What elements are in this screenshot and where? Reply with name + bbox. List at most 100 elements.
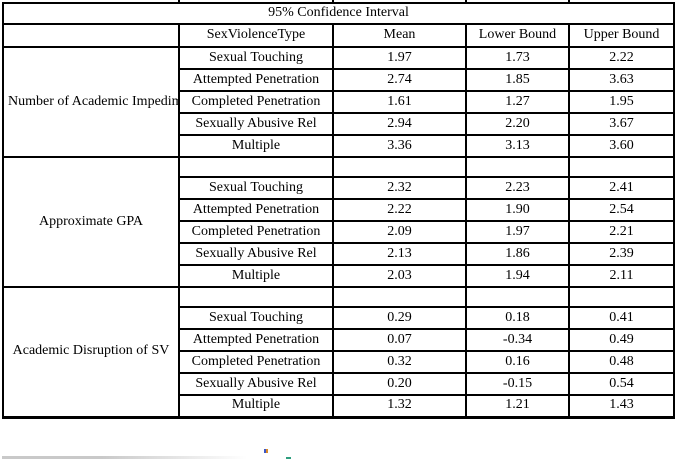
type-cell: Sexually Abusive Rel xyxy=(178,112,334,136)
cropped-artifact-speck xyxy=(286,457,291,459)
upper-bound-cell: 3.67 xyxy=(567,112,675,136)
mean-cell: 1.61 xyxy=(332,90,467,114)
blank-cell xyxy=(178,286,334,308)
mean-cell: 2.94 xyxy=(332,112,467,136)
upper-bound-cell: 2.39 xyxy=(567,242,675,266)
table-row: Completed Penetration 0.32 0.16 0.48 xyxy=(3,350,675,374)
cropped-border-tick xyxy=(568,0,570,3)
lower-bound-cell: 2.23 xyxy=(465,176,570,200)
mean-cell: 2.74 xyxy=(332,68,467,92)
cropped-gray-element xyxy=(2,456,252,459)
blank-cell xyxy=(465,156,570,178)
upper-bound-cell: 2.21 xyxy=(567,220,675,244)
type-cell: Completed Penetration xyxy=(178,220,334,244)
upper-bound-cell: 1.95 xyxy=(567,90,675,114)
table-row: Multiple 2.03 1.94 2.11 xyxy=(3,264,675,288)
lower-bound-cell: -0.15 xyxy=(465,372,570,396)
table-row: Sexually Abusive Rel 0.20 -0.15 0.54 xyxy=(3,372,675,396)
blank-cell xyxy=(332,286,467,308)
blank-cell xyxy=(567,156,675,178)
lower-bound-cell: 1.73 xyxy=(465,46,570,70)
upper-bound-cell: 3.63 xyxy=(567,68,675,92)
column-header-type: SexViolenceType xyxy=(178,23,334,48)
type-cell: Sexual Touching xyxy=(178,176,334,200)
lower-bound-cell: 1.85 xyxy=(465,68,570,92)
confidence-interval-table: 95% Confidence Interval SexViolenceType … xyxy=(1,2,675,419)
cropped-artifact-speck xyxy=(264,449,268,453)
mean-cell: 0.20 xyxy=(332,372,467,396)
blank-cell xyxy=(332,156,467,178)
upper-bound-cell: 0.49 xyxy=(567,328,675,352)
cropped-border-tick xyxy=(465,0,467,3)
type-cell: Completed Penetration xyxy=(178,350,334,374)
corner-cell xyxy=(2,23,180,48)
upper-bound-cell: 0.48 xyxy=(567,350,675,374)
table-row: Sexual Touching 0.29 0.18 0.41 xyxy=(3,306,675,330)
lower-bound-cell: -0.34 xyxy=(465,328,570,352)
blank-cell xyxy=(567,286,675,308)
type-cell: Attempted Penetration xyxy=(178,328,334,352)
mean-cell: 2.09 xyxy=(332,220,467,244)
column-header-upper-bound: Upper Bound xyxy=(567,23,675,48)
table-row: Number of Academic Impediments Sexual To… xyxy=(2,46,675,158)
type-cell: Multiple xyxy=(178,264,334,288)
ci-header: 95% Confidence Interval xyxy=(1,2,675,25)
upper-bound-cell: 2.54 xyxy=(567,198,675,222)
lower-bound-cell: 1.86 xyxy=(465,242,570,266)
table-row: Completed Penetration 1.61 1.27 1.95 xyxy=(3,90,675,114)
blank-cell xyxy=(178,156,334,178)
mean-cell: 2.32 xyxy=(332,176,467,200)
cropped-border-tick xyxy=(178,0,180,3)
table-row: Attempted Penetration 2.74 1.85 3.63 xyxy=(3,68,675,92)
lower-bound-cell: 3.13 xyxy=(465,134,570,158)
mean-cell: 0.32 xyxy=(332,350,467,374)
type-cell: Multiple xyxy=(178,394,334,418)
mean-cell: 1.97 xyxy=(332,46,467,70)
table-row: Attempted Penetration 2.22 1.90 2.54 xyxy=(3,198,675,222)
lower-bound-cell: 1.27 xyxy=(465,90,570,114)
table-row: Multiple 1.32 1.21 1.43 xyxy=(3,394,675,418)
row-group-label: Approximate GPA xyxy=(2,156,180,288)
type-cell: Completed Penetration xyxy=(178,90,334,114)
mean-cell: 0.07 xyxy=(332,328,467,352)
mean-cell: 2.03 xyxy=(332,264,467,288)
lower-bound-cell: 0.18 xyxy=(465,306,570,330)
table-row: Sexually Abusive Rel 2.13 1.86 2.39 xyxy=(3,242,675,266)
mean-cell: 1.32 xyxy=(332,394,467,418)
table-row: Sexually Abusive Rel 2.94 2.20 3.67 xyxy=(3,112,675,136)
row-group-label: Number of Academic Impediments xyxy=(2,46,180,158)
type-cell: Multiple xyxy=(178,134,334,158)
upper-bound-cell: 0.41 xyxy=(567,306,675,330)
table-row: Sexual Touching 2.32 2.23 2.41 xyxy=(3,176,675,200)
lower-bound-cell: 1.97 xyxy=(465,220,570,244)
upper-bound-cell: 0.54 xyxy=(567,372,675,396)
cropped-border-tick xyxy=(332,0,334,3)
table-row: Attempted Penetration 0.07 -0.34 0.49 xyxy=(3,328,675,352)
table-row: Approximate GPA xyxy=(2,156,675,288)
lower-bound-cell: 2.20 xyxy=(465,112,570,136)
upper-bound-cell: 2.41 xyxy=(567,176,675,200)
mean-cell: 0.29 xyxy=(332,306,467,330)
lower-bound-cell: 1.90 xyxy=(465,198,570,222)
type-cell: Sexual Touching xyxy=(178,306,334,330)
upper-bound-cell: 1.43 xyxy=(567,394,675,418)
lower-bound-cell: 1.21 xyxy=(465,394,570,418)
table-row: 95% Confidence Interval xyxy=(1,2,675,25)
lower-bound-cell: 0.16 xyxy=(465,350,570,374)
type-cell: Attempted Penetration xyxy=(178,68,334,92)
mean-cell: 2.22 xyxy=(332,198,467,222)
blank-cell xyxy=(465,286,570,308)
table-row: Academic Disruption of SV xyxy=(2,286,675,418)
lower-bound-cell: 1.94 xyxy=(465,264,570,288)
upper-bound-cell: 2.22 xyxy=(567,46,675,70)
mean-cell: 2.13 xyxy=(332,242,467,266)
type-cell: Sexual Touching xyxy=(178,46,334,70)
row-group-label: Academic Disruption of SV xyxy=(2,286,180,418)
column-header-lower-bound: Lower Bound xyxy=(465,23,570,48)
table-row: Multiple 3.36 3.13 3.60 xyxy=(3,134,675,158)
upper-bound-cell: 2.11 xyxy=(567,264,675,288)
upper-bound-cell: 3.60 xyxy=(567,134,675,158)
column-header-mean: Mean xyxy=(332,23,467,48)
type-cell: Attempted Penetration xyxy=(178,198,334,222)
